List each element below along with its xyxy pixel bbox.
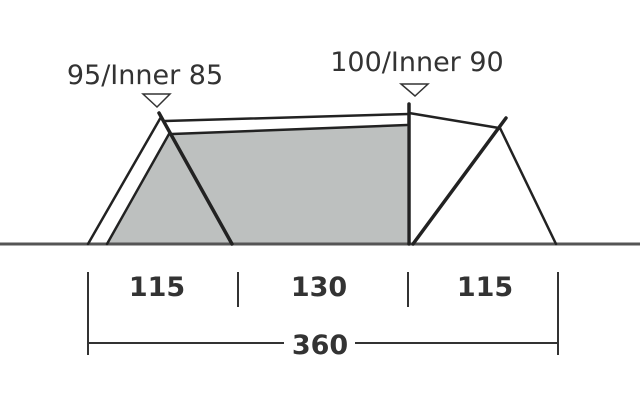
front-height-marker-icon: [141, 93, 172, 109]
front-height-label: 95/Inner 85: [67, 60, 223, 91]
inner-tent-area: [107, 125, 407, 244]
segment-length-label: 115: [457, 272, 513, 303]
segment-length-label: 130: [291, 272, 347, 303]
segment-length-label: 115: [129, 272, 185, 303]
total-length-label: 360: [292, 330, 348, 361]
front-fly-edge: [86, 115, 163, 246]
vestibule-pole: [411, 116, 508, 246]
vestibule-fly-edge: [498, 126, 558, 246]
inner-front-edge: [105, 132, 171, 246]
rear-height-marker-icon: [398, 83, 430, 98]
rear-height-label: 100/Inner 90: [330, 47, 503, 78]
fly-ridge: [163, 112, 411, 123]
vestibule-ridge: [407, 111, 501, 130]
inner-ridge: [170, 123, 409, 136]
